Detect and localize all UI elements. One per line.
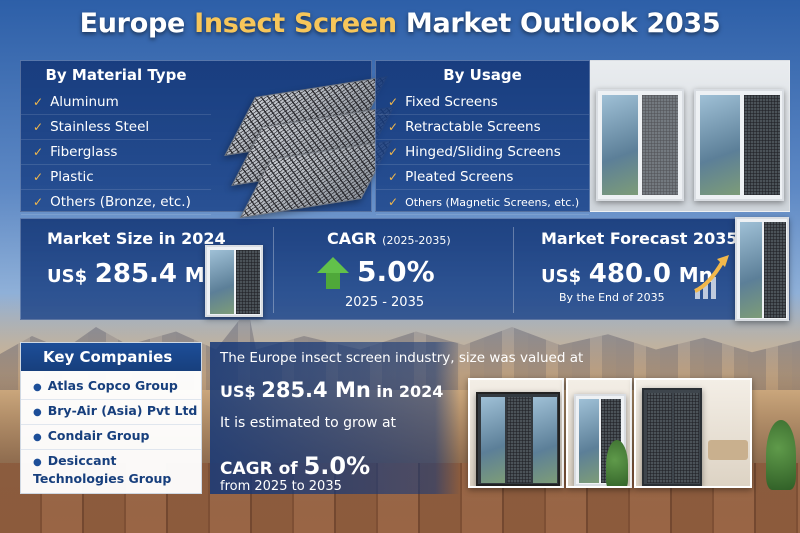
checkmark-icon: ✓ — [33, 95, 44, 109]
forecast-foot: By the End of 2035 — [559, 291, 665, 304]
sliding-door-image — [694, 89, 784, 201]
stats-panel: Market Size in 2024 US$ 285.4 Mn CAGR (2… — [20, 217, 790, 321]
trend-arrow-icon — [694, 255, 729, 299]
page-title: Europe Insect Screen Market Outlook 2035 — [79, 8, 721, 39]
usage-image-panel — [590, 60, 790, 212]
list-item: ✓ Aluminum — [21, 90, 211, 115]
summary-line-5: from 2025 to 2035 — [220, 479, 342, 494]
key-companies-heading: Key Companies — [21, 343, 201, 371]
summary-line-1: The Europe insect screen industry, size … — [220, 350, 584, 366]
checkmark-icon: ✓ — [388, 170, 399, 184]
key-companies-panel: Key Companies ● Atlas Copco Group ● Bry-Ai… — [20, 342, 202, 494]
bullet-icon: ● — [33, 407, 42, 418]
up-arrow-icon — [317, 257, 349, 291]
list-item: ✓ Others (Bronze, etc.) — [21, 190, 211, 215]
bullet-icon: ● — [33, 382, 42, 393]
summary-block: The Europe insect screen industry, size … — [210, 342, 583, 494]
usage-heading: By Usage — [443, 66, 522, 84]
bullet-icon: ● — [33, 432, 42, 443]
window-image — [205, 245, 263, 317]
checkmark-icon: ✓ — [388, 195, 399, 209]
patio-door-image — [468, 378, 564, 488]
list-item: ✓ Pleated Screens — [376, 165, 589, 190]
list-item: ● Condair Group — [21, 425, 201, 450]
cagr-value: 5.0% — [357, 255, 435, 288]
material-list: ✓ Aluminum ✓ Stainless Steel ✓ Fiberglass ✓… — [21, 90, 211, 215]
list-item: ✓ Others (Magnetic Screens, etc.) — [376, 190, 589, 215]
checkmark-icon: ✓ — [33, 145, 44, 159]
french-door-image — [566, 378, 632, 488]
checkmark-icon: ✓ — [388, 145, 399, 159]
forecast-label: Market Forecast 2035 — [541, 229, 738, 248]
market-size-stat: Market Size in 2024 US$ 285.4 Mn — [21, 219, 271, 321]
list-item: ● Atlas Copco Group — [21, 375, 201, 400]
list-item: ✓ Hinged/Sliding Screens — [376, 140, 589, 165]
checkmark-icon: ✓ — [33, 170, 44, 184]
hinged-door-image — [596, 89, 684, 201]
summary-line-3: It is estimated to grow at — [220, 415, 397, 431]
checkmark-icon: ✓ — [388, 120, 399, 134]
market-size-label: Market Size in 2024 — [47, 229, 226, 248]
list-item: ✓ Retractable Screens — [376, 115, 589, 140]
usage-panel: By Usage ✓ Fixed Screens ✓ Retractable Scr… — [375, 60, 590, 215]
forecast-stat: Market Forecast 2035 US$ 480.0 Mn By the… — [521, 217, 789, 321]
forecast-value: US$ 480.0 Mn — [541, 259, 713, 289]
summary-value: US$ 285.4 Mn in 2024 — [220, 378, 444, 402]
list-item: ✓ Fixed Screens — [376, 90, 589, 115]
key-companies-list: ● Atlas Copco Group ● Bry-Air (Asia) Pvt L… — [21, 371, 201, 490]
checkmark-icon: ✓ — [388, 95, 399, 109]
cagr-label: CAGR (2025-2035) — [327, 229, 451, 248]
cagr-range: 2025 - 2035 — [345, 295, 425, 310]
material-type-panel: By Material Type ✓ Aluminum ✓ Stainless St… — [20, 60, 395, 219]
list-item: ✓ Stainless Steel — [21, 115, 211, 140]
usage-list: ✓ Fixed Screens ✓ Retractable Screens ✓ Hin… — [376, 90, 589, 215]
checkmark-icon: ✓ — [33, 120, 44, 134]
summary-cagr: CAGR of 5.0% — [220, 452, 371, 480]
list-item: ✓ Plastic — [21, 165, 211, 190]
material-heading: By Material Type — [45, 66, 187, 84]
list-item: ● Desiccant Technologies Group — [33, 453, 172, 486]
list-item: ● Bry-Air (Asia) Pvt Ltd — [21, 400, 201, 425]
living-room-image — [634, 378, 752, 488]
cagr-stat: CAGR (2025-2035) 5.0% 2025 - 2035 — [281, 219, 511, 321]
checkmark-icon: ✓ — [33, 195, 44, 209]
market-size-value: US$ 285.4 Mn — [47, 259, 219, 289]
bullet-icon: ● — [33, 457, 42, 468]
sliding-door-image — [735, 217, 789, 321]
list-item: ✓ Fiberglass — [21, 140, 211, 165]
plant-image — [766, 420, 796, 490]
